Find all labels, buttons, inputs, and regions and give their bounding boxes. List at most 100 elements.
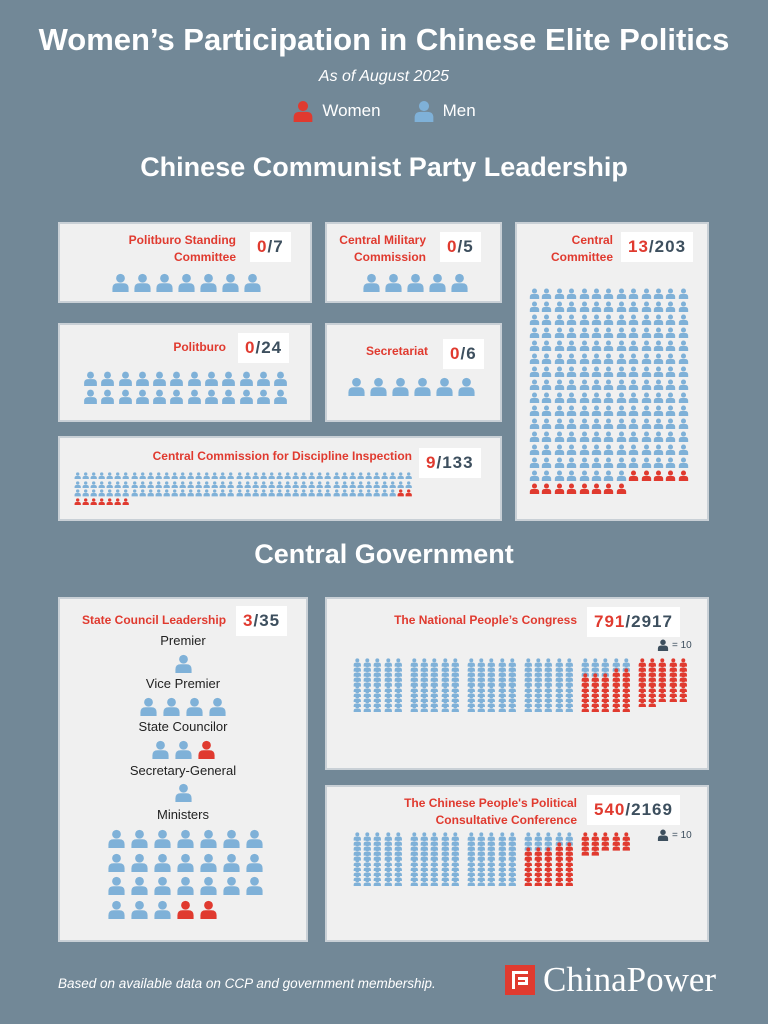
man-icon: [324, 472, 332, 480]
man-icon: [108, 829, 125, 848]
man-icon: [566, 405, 577, 416]
woman-icon: [579, 483, 589, 494]
legend-men-label: Men: [442, 101, 476, 120]
man-icon: [653, 418, 664, 429]
man-icon: [566, 314, 577, 325]
total-count: 35: [259, 611, 281, 630]
chinapower-logo[interactable]: ChinaPower: [505, 960, 716, 1000]
man-icon: [414, 377, 431, 396]
panel-label: Politburo: [173, 340, 226, 354]
man-icon: [170, 389, 184, 404]
woman-icon: [678, 470, 688, 481]
man-icon: [154, 853, 171, 872]
man-icon: [555, 704, 563, 713]
man-icon: [653, 301, 664, 312]
man-icon: [566, 288, 577, 299]
role-vice-premier-label: Vice Premier: [145, 676, 221, 691]
man-icon: [333, 481, 340, 489]
ministers-grid: [107, 829, 269, 919]
man-icon: [628, 366, 639, 377]
man-icon: [195, 472, 203, 480]
man-icon: [177, 877, 194, 896]
man-icon: [349, 472, 356, 480]
man-icon: [341, 481, 348, 489]
count-box: 0/6: [443, 339, 484, 369]
man-icon: [209, 697, 226, 716]
man-icon: [678, 444, 688, 455]
man-icon: [641, 379, 651, 390]
panel-label: Central Commission for Discipline Inspec…: [152, 449, 412, 463]
man-icon: [123, 489, 130, 497]
man-icon: [628, 457, 639, 468]
man-icon: [591, 457, 602, 468]
count-box: 3/35: [236, 606, 288, 636]
man-icon: [628, 392, 639, 403]
man-icon: [174, 654, 192, 673]
man-icon: [244, 472, 251, 480]
man-icon: [134, 273, 151, 292]
panel-ccdi: Central Commission for Discipline Inspec…: [58, 436, 502, 521]
man-icon: [284, 489, 291, 497]
count-box: 791/2917: [587, 607, 680, 637]
man-icon: [604, 431, 614, 442]
man-icon: [604, 392, 614, 403]
man-icon: [155, 489, 162, 497]
man-icon: [579, 314, 589, 325]
man-icon: [653, 327, 664, 338]
man-icon: [554, 379, 564, 390]
role-ministers-label: Ministers: [156, 807, 209, 822]
man-icon: [131, 900, 148, 919]
legend-men: Men: [413, 100, 476, 122]
man-icon: [106, 481, 114, 489]
man-icon: [84, 389, 97, 404]
person-scale-icon: [657, 639, 669, 651]
man-icon: [666, 444, 676, 455]
man-icon: [223, 829, 240, 848]
man-icon: [542, 340, 552, 351]
man-icon: [653, 405, 664, 416]
man-icon: [678, 457, 688, 468]
man-icon: [604, 340, 614, 351]
man-icon: [566, 327, 577, 338]
man-icon: [163, 472, 170, 480]
man-icon: [244, 489, 251, 497]
man-icon: [653, 431, 664, 442]
man-icon: [316, 489, 324, 497]
man-icon: [246, 853, 263, 872]
woman-icon: [177, 900, 194, 919]
man-icon: [123, 481, 130, 489]
people-grid: [74, 472, 414, 506]
man-icon: [641, 457, 651, 468]
man-icon: [579, 366, 589, 377]
person-scale-icon: [657, 829, 669, 841]
man-icon: [222, 273, 239, 292]
panel-central-committee: Central Committee 13/203: [515, 222, 709, 521]
man-icon: [373, 481, 380, 489]
man-icon: [171, 472, 178, 480]
man-icon: [554, 340, 564, 351]
man-icon: [508, 878, 516, 887]
total-count: 24: [261, 338, 283, 357]
panel-politburo-standing-committee: Politburo Standing Committee 0/7: [58, 222, 312, 303]
man-icon: [394, 878, 402, 887]
woman-icon: [197, 740, 215, 759]
man-icon: [666, 366, 676, 377]
man-icon: [529, 392, 540, 403]
man-icon: [616, 340, 626, 351]
man-icon: [292, 481, 299, 489]
count-box: 13/203: [621, 232, 694, 262]
legend-women: Women: [292, 100, 381, 122]
man-icon: [154, 829, 171, 848]
man-icon: [205, 371, 218, 386]
people-grid: [83, 371, 290, 404]
man-icon: [441, 878, 449, 887]
man-icon: [179, 489, 186, 497]
man-icon: [284, 481, 291, 489]
man-icon: [653, 340, 664, 351]
man-icon: [566, 457, 577, 468]
woman-icon: [679, 694, 687, 703]
man-icon: [628, 418, 639, 429]
man-icon: [666, 353, 676, 364]
man-icon: [236, 489, 243, 497]
woman-icon: [591, 847, 600, 856]
